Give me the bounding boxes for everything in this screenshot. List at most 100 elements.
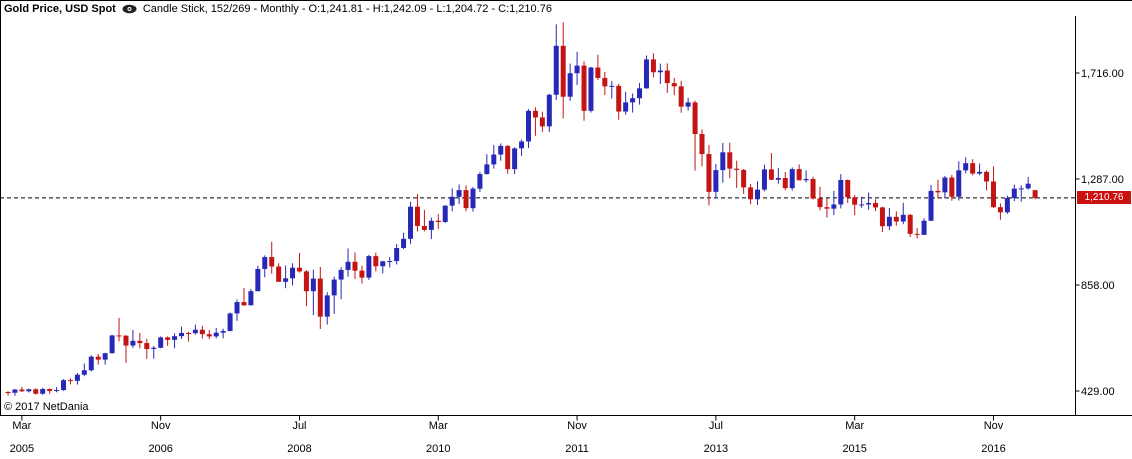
candle [199, 325, 205, 339]
candle [866, 192, 872, 210]
x-axis-year-label: 2005 [10, 443, 34, 455]
candle [1018, 185, 1024, 202]
candle [699, 129, 705, 167]
candle [276, 263, 282, 282]
candle [956, 161, 962, 201]
candle [678, 80, 684, 113]
x-axis-year-label: 2015 [842, 443, 866, 455]
candle [859, 196, 865, 208]
candle [713, 163, 719, 199]
candle [137, 332, 143, 349]
candle [144, 338, 150, 359]
candle [19, 386, 25, 393]
candle [366, 254, 372, 280]
candle [900, 202, 906, 225]
candle [643, 55, 649, 89]
candle [123, 335, 129, 363]
candle [5, 391, 11, 396]
eye-icon[interactable] [122, 4, 137, 14]
candle [310, 269, 316, 316]
candle [963, 157, 969, 174]
candle [720, 142, 726, 183]
candle [796, 164, 802, 181]
candle [387, 257, 393, 268]
candle [449, 188, 455, 212]
candle [47, 388, 53, 394]
candle [838, 174, 844, 209]
y-axis-price-label: 858.00 [1081, 280, 1115, 292]
candle [165, 336, 171, 346]
candle [408, 201, 414, 244]
candle [491, 145, 497, 169]
candle [755, 181, 761, 205]
candle [526, 109, 531, 148]
candle [151, 346, 157, 359]
candle [942, 176, 948, 199]
x-axis-year-label: 2013 [704, 443, 728, 455]
candle [241, 287, 247, 307]
candle [831, 190, 837, 216]
candle [588, 66, 594, 113]
candle [81, 363, 87, 377]
candle [685, 97, 691, 111]
x-axis-year-label: 2011 [565, 443, 589, 455]
candle [761, 164, 767, 192]
x-axis-month-label: Nov [151, 420, 171, 432]
candle [692, 100, 698, 171]
candle [532, 107, 538, 136]
y-axis-price-label: 1,716.00 [1081, 68, 1124, 80]
candle [373, 252, 379, 272]
candle [546, 93, 552, 132]
x-axis-month-label: Jul [709, 420, 723, 432]
candle [248, 288, 254, 306]
candle [914, 228, 920, 239]
candle [26, 388, 32, 393]
candle [734, 160, 740, 188]
candle [54, 387, 60, 393]
candle [40, 387, 46, 395]
candle [657, 63, 663, 84]
candle [990, 166, 996, 208]
candle [116, 317, 122, 342]
candle [824, 198, 830, 218]
candle [637, 82, 643, 105]
candle [262, 255, 268, 278]
candle [907, 213, 913, 238]
candle [213, 328, 219, 339]
x-axis-year-label: 2016 [981, 443, 1005, 455]
candle [428, 217, 434, 240]
candle [671, 77, 677, 96]
candle [873, 199, 878, 212]
copyright-watermark: © 2017 NetDania [4, 401, 89, 413]
candle [1011, 184, 1017, 201]
candle [928, 184, 934, 222]
candle [338, 267, 344, 300]
candle [283, 265, 289, 289]
candle [463, 185, 469, 212]
candle [775, 168, 781, 184]
candle [234, 299, 240, 321]
candle [394, 243, 400, 265]
candle [1004, 195, 1010, 214]
candle [512, 147, 518, 175]
candle [560, 22, 566, 119]
candle [852, 194, 858, 216]
candle [505, 145, 511, 174]
candle [206, 329, 212, 340]
candle [484, 154, 490, 175]
candle [255, 265, 261, 292]
candle [74, 372, 80, 385]
candle [921, 218, 927, 235]
candle [567, 63, 573, 101]
candle [609, 81, 615, 99]
candle [553, 24, 559, 100]
candle [519, 139, 525, 156]
candle [67, 378, 73, 385]
candle [706, 145, 712, 206]
candle [442, 205, 448, 223]
candle [12, 389, 18, 396]
x-axis-year-label: 2006 [148, 443, 172, 455]
candle [88, 355, 94, 372]
